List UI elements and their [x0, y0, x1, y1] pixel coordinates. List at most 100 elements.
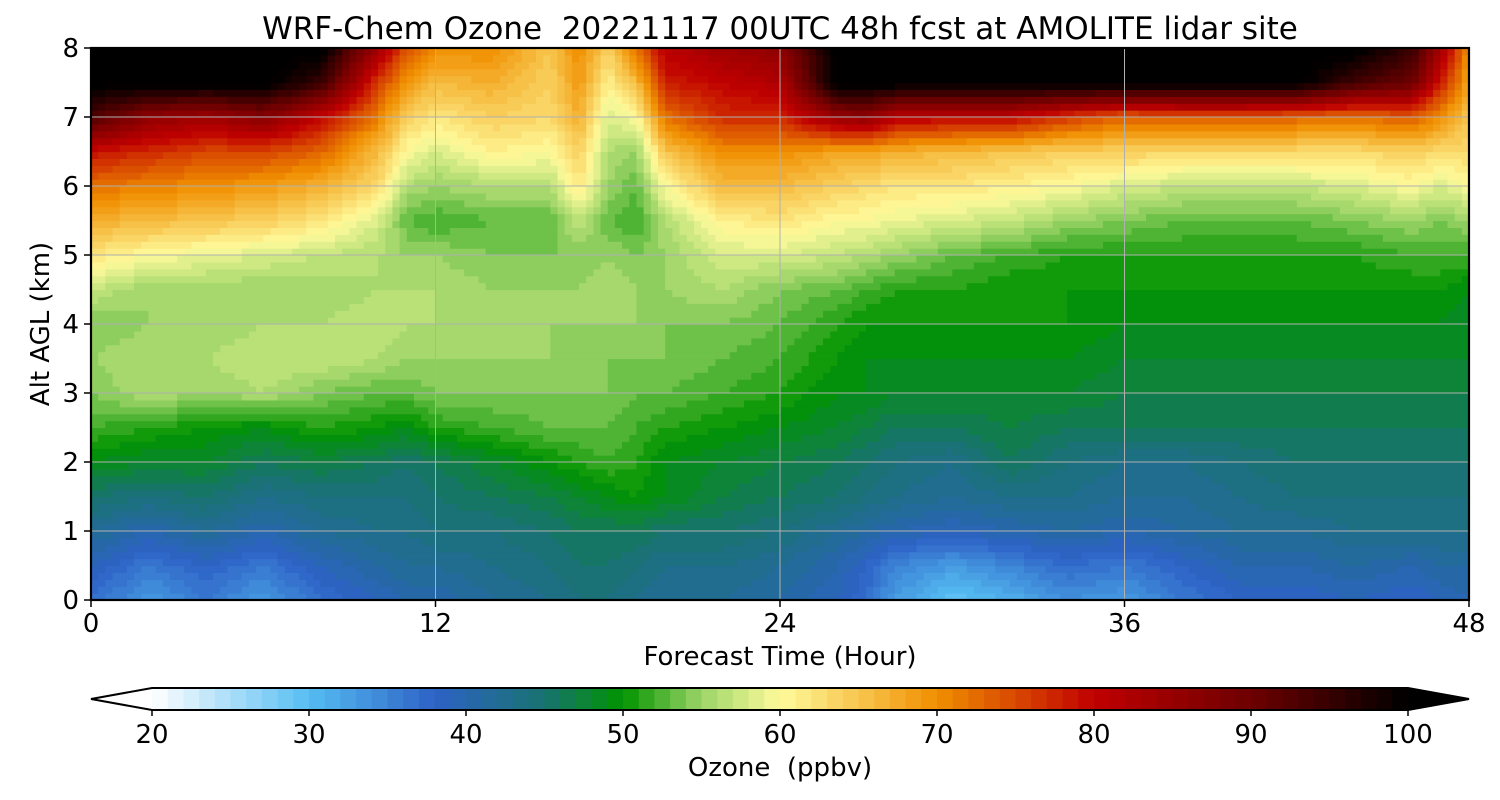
- colorbar-cell: [1376, 688, 1393, 710]
- heatmap-cell: [650, 61, 659, 70]
- heatmap-cell: [378, 441, 429, 449]
- heatmap-cell: [213, 358, 365, 366]
- heatmap-cell: [1232, 593, 1341, 600]
- heatmap-cell: [1447, 117, 1456, 125]
- heatmap-cell: [335, 61, 343, 70]
- heatmap-cell: [787, 89, 795, 97]
- heatmap-cell: [284, 117, 300, 125]
- heatmap-cell: [1074, 386, 1469, 394]
- heatmap-cell: [349, 61, 358, 70]
- heatmap-cell: [528, 413, 616, 422]
- heatmap-cell: [880, 282, 968, 291]
- heatmap-cell: [435, 54, 472, 63]
- heatmap-cell: [736, 344, 788, 353]
- heatmap-cell: [701, 448, 760, 456]
- heatmap-cell: [392, 151, 401, 159]
- heatmap-cell: [528, 61, 544, 70]
- heatmap-cell: [564, 199, 573, 208]
- heatmap-cell: [557, 158, 566, 166]
- heatmap-cell: [657, 48, 666, 56]
- heatmap-cell: [866, 117, 874, 125]
- heatmap-cell: [1461, 117, 1469, 125]
- heatmap-cell: [614, 468, 652, 477]
- heatmap-cell: [1433, 61, 1441, 70]
- heatmap-cell: [564, 544, 638, 553]
- heatmap-cell: [270, 537, 293, 546]
- heatmap-cell: [593, 448, 616, 456]
- heatmap-cell: [880, 158, 939, 166]
- heatmap-cell: [650, 144, 659, 153]
- heatmap-cell: [937, 496, 968, 504]
- heatmap-cell: [894, 234, 932, 242]
- heatmap-cell: [327, 165, 343, 173]
- heatmap-cell: [1081, 186, 1111, 194]
- heatmap-cell: [873, 275, 917, 284]
- heatmap-cell: [937, 123, 1018, 132]
- heatmap-cell: [801, 220, 831, 228]
- colorbar-cell: [560, 688, 577, 710]
- heatmap-cell: [378, 130, 386, 139]
- heatmap-cell: [1002, 503, 1090, 511]
- heatmap-cell: [241, 455, 300, 463]
- heatmap-cell: [823, 151, 882, 159]
- colorbar-cell: [481, 688, 498, 710]
- heatmap-cell: [291, 89, 300, 97]
- heatmap-cell: [894, 441, 968, 449]
- heatmap-cell: [277, 179, 307, 187]
- heatmap-cell: [995, 558, 1025, 567]
- heatmap-cell: [1268, 475, 1469, 484]
- heatmap-cell: [1461, 61, 1469, 70]
- heatmap-cell: [851, 565, 867, 573]
- heatmap-cell: [306, 89, 315, 97]
- heatmap-cell: [729, 54, 760, 63]
- heatmap-cell: [665, 192, 681, 201]
- heatmap-cell: [335, 234, 358, 242]
- heatmap-cell: [650, 151, 659, 159]
- heatmap-cell: [1332, 75, 1341, 84]
- heatmap-cell: [1095, 475, 1212, 484]
- heatmap-cell: [363, 158, 372, 166]
- heatmap-cell: [787, 82, 795, 90]
- heatmap-cell: [823, 75, 831, 84]
- heatmap-cell: [134, 275, 243, 284]
- heatmap-cell: [1433, 110, 1441, 118]
- heatmap-cell: [320, 82, 329, 90]
- heatmap-cell: [708, 186, 717, 194]
- heatmap-cell: [507, 144, 559, 153]
- heatmap-cell: [335, 68, 343, 77]
- heatmap-cell: [349, 137, 358, 146]
- heatmap-cell: [593, 82, 602, 90]
- heatmap-cell: [349, 372, 609, 380]
- heatmap-cell: [399, 220, 415, 228]
- colorbar-extend-high: [1408, 688, 1469, 710]
- heatmap-cell: [808, 61, 817, 70]
- heatmap-cell: [586, 61, 594, 70]
- heatmap-cell: [937, 586, 975, 594]
- heatmap-cell: [1418, 89, 1427, 97]
- heatmap-cell: [801, 434, 853, 442]
- heatmap-cell: [801, 365, 831, 373]
- heatmap-cell: [91, 151, 99, 159]
- heatmap-cell: [306, 103, 315, 111]
- colorbar-cell: [277, 688, 294, 710]
- heatmap-cell: [91, 337, 121, 346]
- heatmap-cell: [1296, 82, 1305, 90]
- heatmap-cell: [1440, 89, 1449, 97]
- heatmap-cell: [227, 117, 250, 125]
- heatmap-cell: [830, 96, 839, 104]
- heatmap-cell: [234, 199, 279, 208]
- heatmap-cell: [306, 68, 322, 77]
- heatmap-cell: [155, 434, 221, 442]
- heatmap-cell: [213, 351, 379, 360]
- heatmap-cell: [959, 551, 996, 560]
- heatmap-cell: [930, 261, 975, 270]
- heatmap-cell: [643, 558, 738, 567]
- heatmap-cell: [363, 144, 372, 153]
- heatmap-cell: [564, 137, 573, 146]
- heatmap-cell: [571, 75, 587, 84]
- heatmap-cell: [91, 275, 106, 284]
- heatmap-cell: [600, 158, 609, 166]
- heatmap-cell: [363, 241, 386, 249]
- heatmap-cell: [686, 517, 760, 525]
- heatmap-cell: [880, 179, 975, 187]
